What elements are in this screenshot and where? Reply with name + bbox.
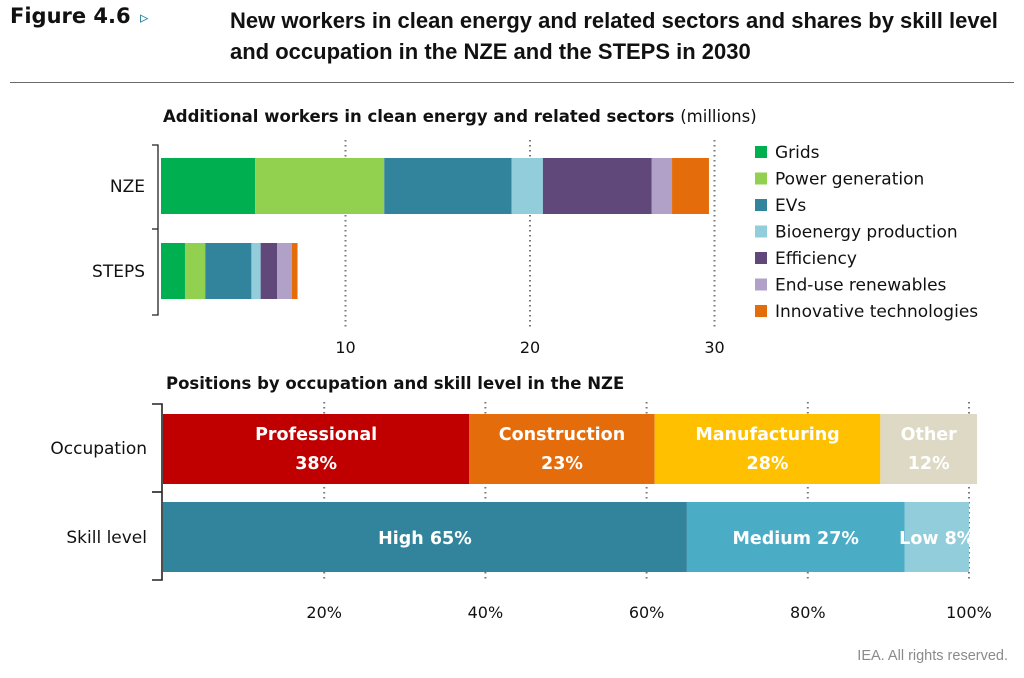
bar-segment-other — [880, 414, 978, 484]
figure-label: Figure 4.6 ▹ — [10, 4, 149, 28]
x-tick-label: 10 — [335, 338, 355, 357]
category-label-nze: NZE — [110, 177, 145, 197]
title-divider — [10, 82, 1014, 83]
segment-label-construction: Construction — [499, 425, 625, 445]
category-label-steps: STEPS — [92, 262, 145, 282]
category-label-occupation: Occupation — [50, 439, 147, 459]
bar-segment-nze-bioenergy-production — [511, 158, 543, 214]
bar-segment-steps-innovative-technologies — [291, 243, 298, 299]
bar-segment-nze-end-use-renewables — [651, 158, 673, 214]
bar-segment-high — [163, 502, 687, 572]
category-axis — [152, 144, 159, 316]
legend-swatch-efficiency — [755, 252, 767, 264]
workers-chart: Additional workers in clean energy and r… — [92, 107, 978, 357]
bar-segment-nze-innovative-technologies — [672, 158, 709, 214]
x-tick-label: 100% — [946, 603, 992, 622]
legend-swatch-end-use-renewables — [755, 278, 767, 291]
segment-label-other: Other — [901, 425, 958, 445]
legend-label-innovative-technologies: Innovative technologies — [775, 302, 978, 322]
segment-value-construction: 23% — [541, 454, 583, 474]
legend-swatch-evs — [755, 199, 767, 211]
x-tick-label: 20 — [520, 338, 540, 357]
bar-segment-steps-grids — [161, 243, 185, 299]
segment-label-manufacturing: Manufacturing — [695, 425, 839, 445]
legend-swatch-innovative-technologies — [755, 305, 767, 317]
bar-segment-low — [904, 502, 969, 572]
bar-segment-nze-grids — [161, 158, 256, 214]
segment-label-professional: Professional — [255, 425, 377, 445]
bar-segment-nze-efficiency — [542, 158, 652, 214]
positions-chart-title: Positions by occupation and skill level … — [166, 374, 624, 393]
bar-segment-manufacturing — [654, 414, 881, 484]
legend-swatch-bioenergy-production — [755, 225, 767, 238]
bar-segment-nze-evs — [384, 158, 512, 214]
workers-chart-title-text: Additional workers in clean energy and r… — [163, 107, 680, 126]
legend-label-efficiency: Efficiency — [775, 249, 857, 269]
figure-arrow-icon: ▹ — [139, 8, 149, 28]
x-tick-label: 40% — [468, 603, 504, 622]
legend-swatch-power-generation — [755, 172, 767, 185]
figure-number: Figure 4.6 — [10, 4, 131, 28]
x-tick-label: 80% — [790, 603, 826, 622]
bar-segment-steps-power-generation — [184, 243, 206, 299]
bar-segment-professional — [163, 414, 470, 484]
legend-swatch-grids — [755, 146, 767, 158]
bar-segment-construction — [469, 414, 655, 484]
segment-label-medium: Medium 27% — [732, 529, 858, 549]
x-tick-label: 60% — [629, 603, 665, 622]
category-label-skill-level: Skill level — [66, 528, 147, 548]
legend-label-power-generation: Power generation — [775, 170, 924, 190]
bar-segment-nze-power-generation — [255, 158, 385, 214]
bar-segment-steps-bioenergy-production — [251, 243, 261, 299]
bar-segment-medium — [686, 502, 905, 572]
segment-label-low: Low 8% — [899, 529, 974, 549]
positions-chart: Positions by occupation and skill level … — [50, 374, 992, 622]
segment-value-other: 12% — [908, 454, 950, 474]
legend-label-bioenergy-production: Bioenergy production — [775, 223, 958, 243]
bar-segment-steps-evs — [205, 243, 252, 299]
legend-label-end-use-renewables: End-use renewables — [775, 276, 947, 296]
segment-label-high: High 65% — [378, 529, 472, 549]
segment-value-manufacturing: 28% — [747, 454, 789, 474]
x-tick-label: 30 — [704, 338, 724, 357]
rights-notice: IEA. All rights reserved. — [857, 648, 1008, 664]
workers-chart-title: Additional workers in clean energy and r… — [163, 107, 757, 126]
figure-title: New workers in clean energy and related … — [230, 8, 998, 64]
legend-label-grids: Grids — [775, 143, 820, 163]
legend-label-evs: EVs — [775, 196, 806, 216]
bar-segment-steps-efficiency — [260, 243, 278, 299]
workers-chart-unit: (millions) — [680, 107, 756, 126]
x-tick-label: 20% — [306, 603, 342, 622]
bar-segment-steps-end-use-renewables — [277, 243, 292, 299]
segment-value-professional: 38% — [295, 454, 337, 474]
